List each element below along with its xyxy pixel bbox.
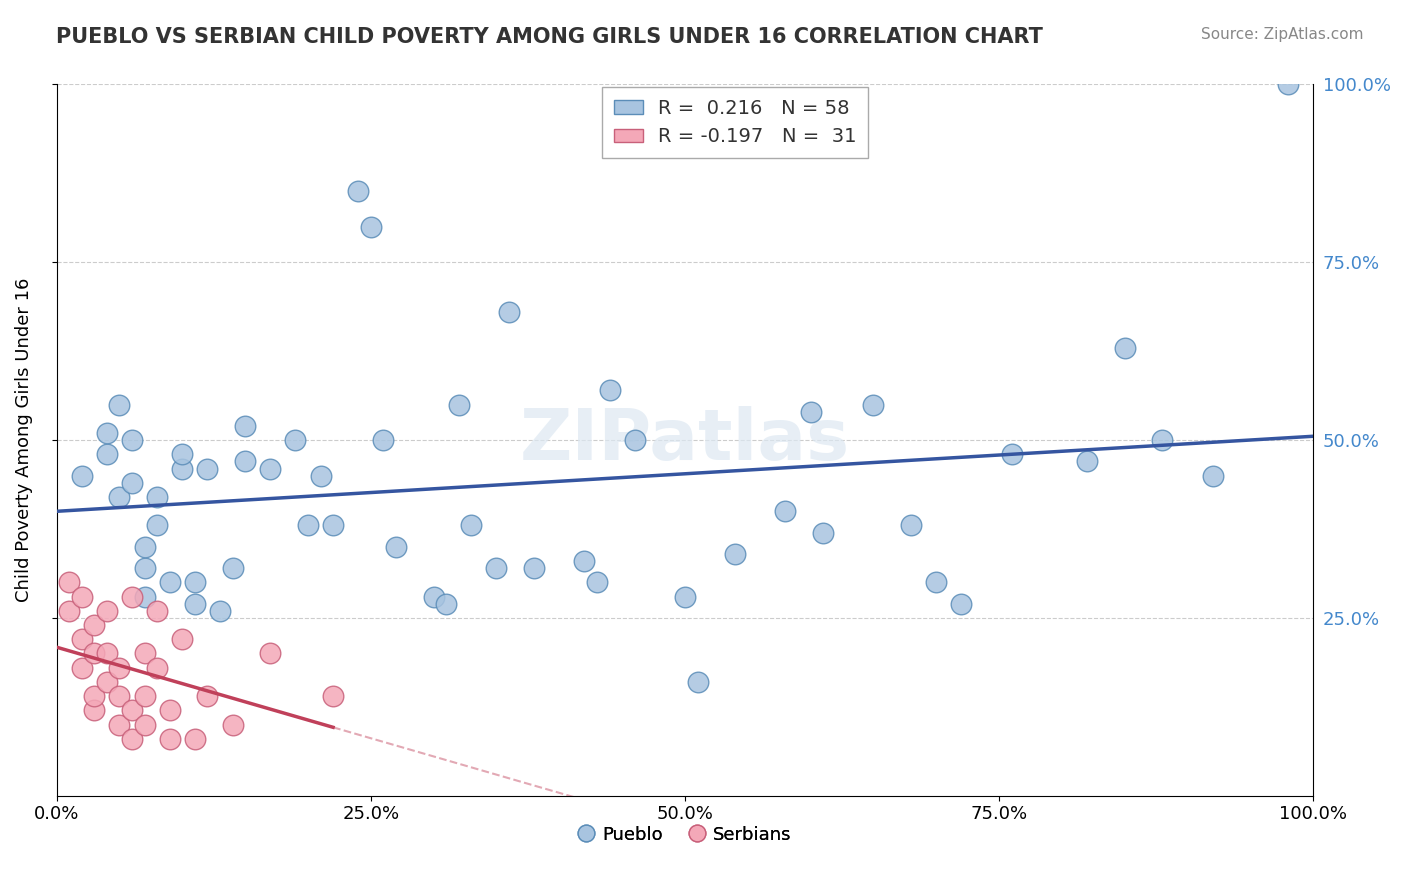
Point [1114, 341, 1136, 355]
Point [121, 731, 143, 746]
Point [96, 675, 118, 690]
Point [498, 305, 520, 319]
Point [447, 398, 470, 412]
Point [862, 398, 884, 412]
Point [673, 590, 696, 604]
Point [221, 717, 243, 731]
Y-axis label: Child Poverty Among Girls Under 16: Child Poverty Among Girls Under 16 [15, 278, 32, 602]
Point [121, 590, 143, 604]
Point [775, 504, 797, 518]
Point [83, 647, 105, 661]
Point [950, 597, 973, 611]
Point [233, 418, 256, 433]
Point [297, 518, 319, 533]
Point [108, 398, 131, 412]
Point [284, 433, 307, 447]
Point [108, 689, 131, 703]
Point [134, 561, 156, 575]
Point [373, 433, 395, 447]
Legend: Pueblo, Serbians: Pueblo, Serbians [571, 818, 799, 851]
Point [197, 689, 219, 703]
Point [121, 703, 143, 717]
Point [134, 647, 156, 661]
Point [83, 689, 105, 703]
Point [121, 433, 143, 447]
Point [322, 689, 344, 703]
Point [83, 703, 105, 717]
Point [184, 575, 207, 590]
Point [623, 433, 645, 447]
Point [460, 518, 482, 533]
Point [1001, 447, 1024, 461]
Point [233, 454, 256, 468]
Point [70, 632, 93, 647]
Point [360, 219, 382, 234]
Point [108, 717, 131, 731]
Text: PUEBLO VS SERBIAN CHILD POVERTY AMONG GIRLS UNDER 16 CORRELATION CHART: PUEBLO VS SERBIAN CHILD POVERTY AMONG GI… [56, 27, 1043, 46]
Point [70, 590, 93, 604]
Point [58, 604, 80, 618]
Point [58, 575, 80, 590]
Point [347, 184, 370, 198]
Point [1277, 78, 1299, 92]
Point [134, 689, 156, 703]
Point [925, 575, 948, 590]
Point [800, 404, 823, 418]
Point [108, 490, 131, 504]
Point [146, 518, 169, 533]
Point [385, 540, 408, 554]
Point [1152, 433, 1174, 447]
Point [221, 561, 243, 575]
Text: Source: ZipAtlas.com: Source: ZipAtlas.com [1201, 27, 1364, 42]
Point [523, 561, 546, 575]
Point [586, 575, 609, 590]
Text: ZIPatlas: ZIPatlas [520, 406, 851, 475]
Point [259, 647, 281, 661]
Point [146, 661, 169, 675]
Point [724, 547, 747, 561]
Point [1076, 454, 1098, 468]
Point [96, 425, 118, 440]
Point [70, 661, 93, 675]
Point [172, 461, 194, 475]
Point [172, 447, 194, 461]
Point [184, 731, 207, 746]
Point [96, 647, 118, 661]
Point [172, 632, 194, 647]
Point [599, 384, 621, 398]
Point [259, 461, 281, 475]
Point [121, 475, 143, 490]
Point [96, 604, 118, 618]
Point [574, 554, 596, 568]
Point [134, 590, 156, 604]
Point [422, 590, 444, 604]
Point [434, 597, 457, 611]
Point [900, 518, 922, 533]
Point [159, 703, 181, 717]
Point [184, 597, 207, 611]
Point [485, 561, 508, 575]
Point [159, 731, 181, 746]
Point [309, 468, 332, 483]
Point [70, 468, 93, 483]
Point [686, 675, 709, 690]
Point [811, 525, 834, 540]
Point [134, 540, 156, 554]
Point [1202, 468, 1225, 483]
Point [134, 717, 156, 731]
Point [96, 447, 118, 461]
Point [197, 461, 219, 475]
Point [108, 661, 131, 675]
Point [146, 490, 169, 504]
Point [322, 518, 344, 533]
Point [208, 604, 231, 618]
Point [146, 604, 169, 618]
Point [159, 575, 181, 590]
Point [83, 618, 105, 632]
